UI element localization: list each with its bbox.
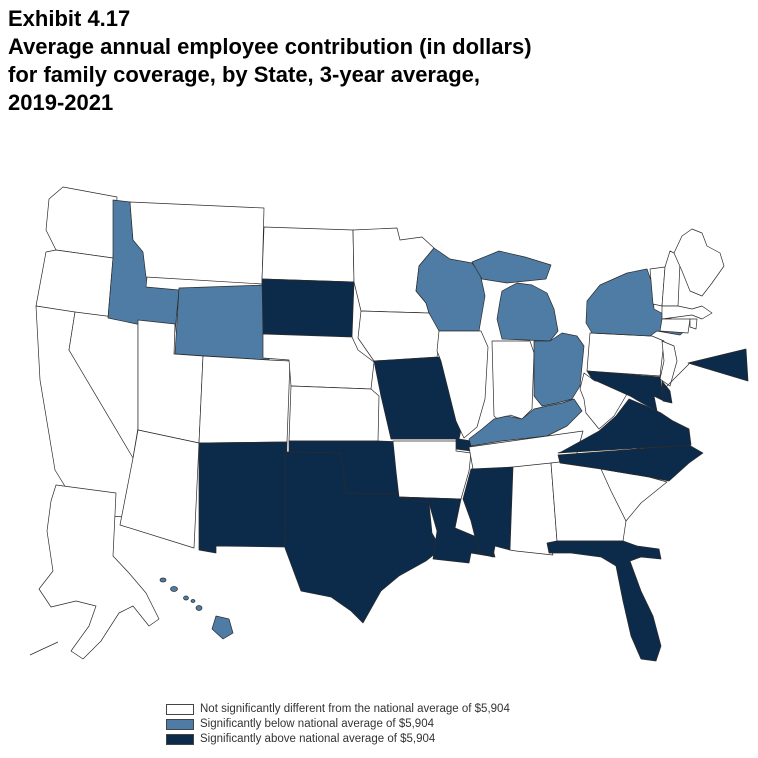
exhibit-title: Exhibit 4.17 Average annual employee con… [8,5,708,117]
state-colorado [198,355,291,444]
state-kentucky [468,398,583,447]
legend-swatch-below [166,718,194,730]
state-indiana [491,340,535,422]
state-connecticut [659,318,691,334]
aleutian-islands [29,641,59,656]
state-hawaii-island-1 [159,577,167,583]
state-massachusetts [661,305,713,320]
state-rhode-island [689,318,698,330]
state-north-carolina [557,444,704,482]
exhibit-number: Exhibit 4.17 [8,6,131,31]
state-kansas [288,385,380,442]
title-line-3: for family coverage, by State, 3-year av… [8,62,481,87]
state-ohio [533,332,585,407]
state-florida [546,540,662,662]
state-michigan-upper-peninsula [471,250,552,284]
state-montana [129,201,265,285]
legend-label-below: Significantly below national average of … [200,718,434,730]
state-alaska [38,484,160,660]
legend-swatch-above [166,733,194,745]
state-new-mexico [198,441,288,554]
legend-row-above: Significantly above national average of … [166,733,510,745]
state-hawaii-island-3 [183,595,189,601]
state-wyoming [174,284,270,361]
state-arkansas [392,440,472,500]
state-arizona [119,429,200,549]
state-virginia [557,398,692,454]
state-pennsylvania [586,332,665,377]
dc-callout-line [660,363,690,393]
state-michigan-lower-peninsula [496,282,559,342]
states-group [29,186,749,662]
title-line-4: 2019-2021 [8,90,114,115]
legend: Not significantly different from the nat… [166,703,510,748]
state-hawaii-island-2 [170,586,178,592]
state-north-dakota [261,226,355,283]
title-line-2: Average annual employee contribution (in… [8,34,532,59]
legend-row-below: Significantly below national average of … [166,718,510,730]
state-maine [673,228,725,297]
dc-callout-arrow [687,348,749,382]
state-delaware [661,380,673,404]
state-hawaii-big-island [211,615,234,640]
state-maryland [586,370,665,412]
state-alabama [509,462,558,556]
state-hawaii-island-5 [195,605,203,611]
state-south-dakota [261,278,355,338]
state-hawaii-island-4 [190,599,196,603]
state-new-jersey [659,340,678,387]
legend-label-above: Significantly above national average of … [200,733,436,745]
state-illinois [436,330,489,439]
state-louisiana [398,496,496,564]
state-washington [45,186,118,259]
legend-label-not-different: Not significantly different from the nat… [200,703,510,715]
state-iowa [357,310,442,362]
legend-swatch-not-different [166,703,194,715]
legend-row-not-different: Not significantly different from the nat… [166,703,510,715]
